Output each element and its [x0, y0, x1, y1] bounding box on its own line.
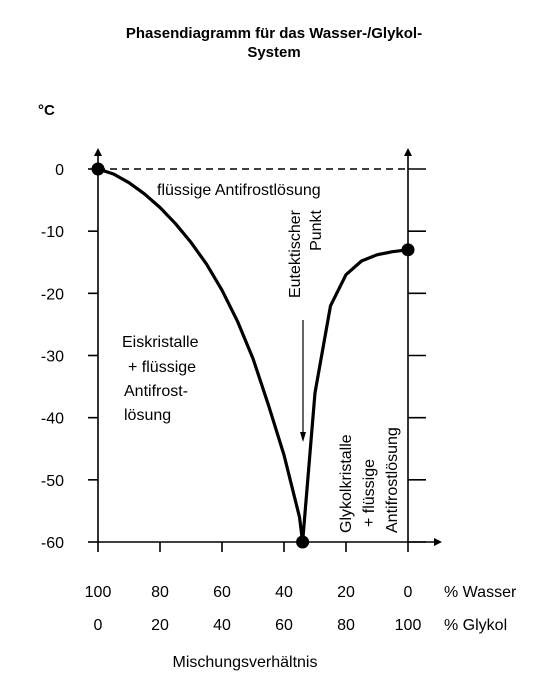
key-point-marker [91, 162, 105, 176]
y-tick-label: -40 [41, 411, 64, 428]
ice-region-label-4: lösung [124, 407, 171, 424]
key-point-marker [401, 243, 415, 257]
x-tick-label-glykol: 80 [337, 617, 355, 634]
y-tick-label: -10 [41, 224, 64, 241]
x-tick-label-glykol: 40 [213, 617, 231, 634]
y-tick-label: -60 [41, 535, 64, 552]
x-tick-label-wasser: 60 [213, 584, 231, 601]
right-axis-arrow [404, 148, 412, 156]
bottom-axis-arrow [434, 538, 442, 546]
x-axis-label-glykol: % Glykol [444, 617, 507, 634]
x-tick-label-glykol: 20 [151, 617, 169, 634]
x-tick-label-wasser: 0 [404, 584, 413, 601]
chart-title-line-2: System [247, 44, 300, 61]
chart-title-line-1: Phasendiagramm für das Wasser-/Glykol- [126, 25, 422, 42]
axes [97, 152, 436, 543]
axis-arrows [94, 148, 442, 546]
x-tick-label-glykol: 60 [275, 617, 293, 634]
y-tick-label: 0 [55, 162, 64, 179]
key-points [91, 162, 415, 549]
x-ticks: 100 0 80 20 60 40 40 60 20 80 0 100 [85, 542, 422, 634]
y-axis-label: °C [38, 102, 55, 119]
eutectic-label-1: Eutektischer [287, 209, 304, 298]
x-tick-label-wasser: 40 [275, 584, 293, 601]
phase-curve [97, 167, 409, 544]
y-ticks: 0 -10 -20 -30 -40 -50 -60 [41, 162, 426, 552]
x-tick-label-wasser: 80 [151, 584, 169, 601]
glycol-region-label-3: Antifrostlösung [384, 427, 401, 533]
y-tick-label: -20 [41, 286, 64, 303]
left-axis-arrow [94, 148, 102, 156]
eutectic-arrow-head [300, 432, 306, 442]
glycol-region-label-1: Glykolkristalle [338, 434, 355, 533]
x-axis-label-wasser: % Wasser [444, 584, 517, 601]
x-tick-label-wasser: 20 [337, 584, 355, 601]
x-tick-label-glykol: 0 [94, 617, 103, 634]
x-tick-label-glykol: 100 [395, 617, 422, 634]
x-axis-title: Mischungsverhältnis [173, 654, 318, 671]
ice-region-label-2: + flüssige [128, 359, 196, 376]
key-point-marker [296, 535, 310, 549]
glycol-region-label-2: + flüssige [361, 459, 378, 527]
ice-region-label-3: Antifrost- [124, 383, 188, 400]
x-tick-label-wasser: 100 [85, 584, 112, 601]
liquid-region-label: flüssige Antifrostlösung [157, 182, 321, 199]
ice-region-label-1: Eiskristalle [122, 334, 199, 351]
y-tick-label: -50 [41, 473, 64, 490]
eutectic-label-2: Punkt [308, 209, 325, 250]
y-tick-label: -30 [41, 349, 64, 366]
